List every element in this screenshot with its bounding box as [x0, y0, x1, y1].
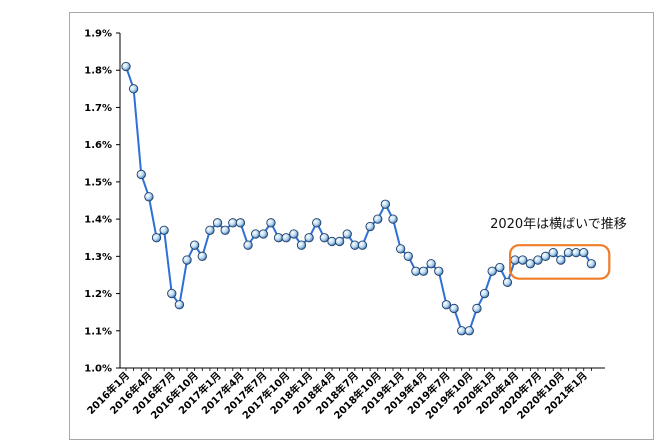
y-tick-label: 1.2%	[84, 289, 112, 300]
y-tick-label: 1.9%	[84, 29, 112, 40]
data-point	[411, 266, 421, 276]
data-point	[136, 169, 146, 180]
data-point	[464, 326, 474, 336]
y-tick-label: 1.1%	[84, 326, 112, 337]
data-point	[563, 247, 574, 258]
data-point	[487, 266, 497, 276]
data-point	[510, 255, 520, 265]
chart-frame	[69, 12, 654, 440]
y-axis: 1.0% 1.1% 1.2% 1.3% 1.4% 1.5% 1.6% 1.7% 1.8% 1.9%	[84, 29, 121, 375]
data-point	[167, 288, 177, 299]
y-tick-label: 1.8%	[84, 66, 112, 77]
y-tick-label: 1.5%	[84, 177, 112, 188]
data-point	[518, 255, 528, 265]
data-point	[128, 84, 139, 94]
y-tick-label: 1.3%	[84, 252, 112, 263]
data-point	[304, 233, 314, 243]
data-point	[266, 218, 276, 228]
data-point	[449, 303, 459, 314]
data-point	[525, 259, 535, 269]
data-point	[472, 303, 482, 314]
data-point	[434, 266, 444, 276]
data-point	[258, 229, 268, 239]
data-point	[441, 300, 452, 310]
data-point	[327, 236, 337, 247]
data-point	[144, 192, 154, 202]
data-point	[571, 247, 581, 258]
data-point	[273, 233, 284, 243]
data-point	[395, 244, 406, 254]
data-point	[212, 218, 223, 228]
data-point	[457, 326, 467, 336]
data-point	[373, 214, 383, 224]
series-line	[125, 66, 593, 332]
y-tick-label: 1.0%	[84, 364, 112, 375]
data-point	[182, 255, 192, 265]
data-point	[197, 251, 207, 261]
data-point	[235, 218, 246, 228]
data-point	[228, 218, 238, 228]
x-axis: 2016年1月2016年4月2016年7月2016年10月2017年1月2017…	[84, 367, 605, 422]
data-point	[418, 266, 429, 276]
y-tick-label: 1.7%	[84, 103, 112, 114]
data-point	[251, 229, 261, 239]
data-point	[319, 233, 330, 243]
y-tick-label: 1.4%	[84, 215, 112, 226]
data-point	[556, 255, 566, 265]
data-point	[121, 61, 131, 72]
annotation-text: 2020年は横ばいで推移	[490, 217, 627, 232]
data-point	[388, 214, 398, 224]
y-tick-label: 1.6%	[84, 140, 112, 151]
data-point	[312, 218, 322, 228]
data-point	[548, 247, 558, 258]
data-point	[502, 277, 513, 288]
data-point	[151, 233, 162, 243]
series-group	[121, 61, 597, 336]
data-point	[533, 255, 543, 265]
data-point	[426, 259, 436, 269]
annotation-group: 2020年は横ばいで推移	[490, 217, 627, 280]
data-point	[579, 247, 589, 258]
data-point	[380, 199, 391, 209]
data-point	[495, 262, 505, 273]
data-point	[281, 233, 291, 243]
data-point	[174, 300, 185, 310]
data-point	[243, 240, 253, 250]
data-point	[159, 225, 169, 235]
data-point	[334, 236, 345, 247]
data-point	[586, 259, 597, 269]
data-point	[479, 288, 490, 299]
data-point	[296, 240, 307, 250]
data-point	[350, 240, 360, 250]
highlight-box	[508, 244, 611, 280]
data-point	[205, 225, 215, 235]
data-point	[342, 229, 352, 239]
data-point	[190, 240, 200, 250]
data-point	[357, 240, 368, 250]
data-point	[220, 225, 230, 235]
data-point	[289, 229, 299, 239]
data-point	[540, 251, 551, 261]
data-point	[403, 251, 413, 261]
data-point	[365, 221, 375, 232]
